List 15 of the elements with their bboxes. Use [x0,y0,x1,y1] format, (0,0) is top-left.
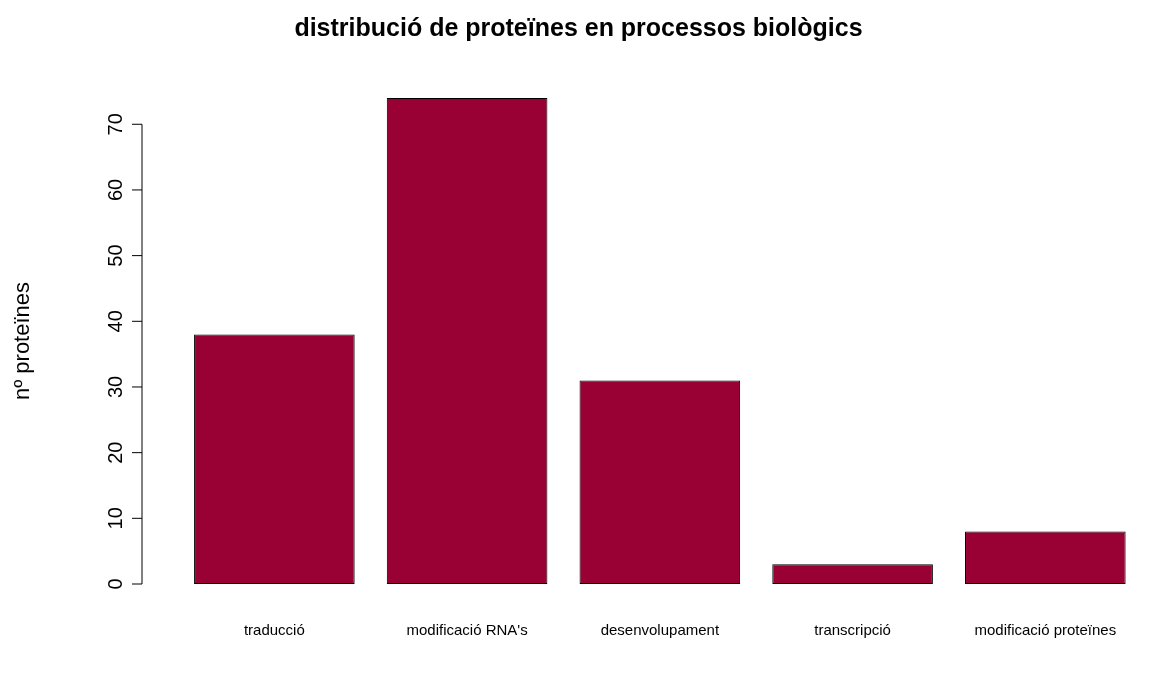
y-tick-label: 50 [103,244,126,267]
x-tick-label: modificació RNA's [406,621,528,639]
chart-title: distribució de proteïnes en processos biològics [294,12,863,41]
y-tick-label: 70 [103,113,126,136]
y-tick-label: 40 [103,310,126,333]
y-tick-label: 20 [103,441,126,464]
y-tick-label: 30 [103,375,126,399]
x-tick-label: transcripció [814,621,891,639]
y-tick-label: 0 [103,578,126,590]
x-tick-label: modificació proteïnes [974,621,1117,639]
y-axis-title: nº proteïnes [9,281,35,401]
y-tick-label: 10 [103,507,126,530]
y-tick-label: 60 [103,178,126,202]
x-tick-label: desenvolupament [600,621,720,639]
x-tick-label: traducció [243,621,305,639]
